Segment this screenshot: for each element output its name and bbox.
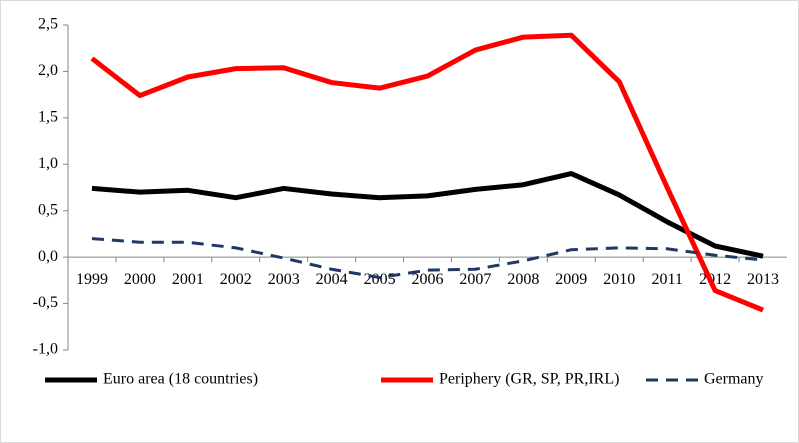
x-tick-label: 2004: [316, 271, 348, 288]
x-tick-label: 2000: [124, 271, 156, 288]
x-tick-label: 2002: [220, 271, 252, 288]
y-tick-label: 1,5: [38, 109, 58, 126]
series-line: [91, 237, 764, 280]
x-tick-label: 2008: [507, 271, 539, 288]
x-tick-label: 2010: [603, 271, 635, 288]
x-tick-label: 2003: [268, 271, 300, 288]
y-tick-label: 1,0: [38, 155, 58, 172]
series-line: [90, 32, 764, 313]
x-tick-label: 2009: [555, 271, 587, 288]
x-tick-label: 1999: [76, 271, 108, 288]
x-tick-label: 2013: [747, 271, 779, 288]
y-tick-label: -0,5: [33, 294, 58, 311]
y-tick-label: 0,0: [38, 248, 58, 265]
x-tick-label: 2005: [364, 271, 396, 288]
y-tick-label: 2,5: [38, 16, 58, 33]
x-tick-label: 2006: [412, 271, 444, 288]
x-tick-label: 2011: [651, 271, 682, 288]
legend-label: Euro area (18 countries): [103, 371, 258, 388]
x-tick-label: 2007: [459, 271, 491, 288]
series-line: [91, 171, 764, 259]
x-tick-label: 2001: [172, 271, 204, 288]
y-tick-label: -1,0: [33, 341, 58, 358]
legend-label: Germany: [704, 371, 764, 388]
y-tick-label: 2,0: [38, 62, 58, 79]
y-tick-label: 0,5: [38, 201, 58, 218]
legend-label: Periphery (GR, SP, PR,IRL): [439, 371, 619, 388]
